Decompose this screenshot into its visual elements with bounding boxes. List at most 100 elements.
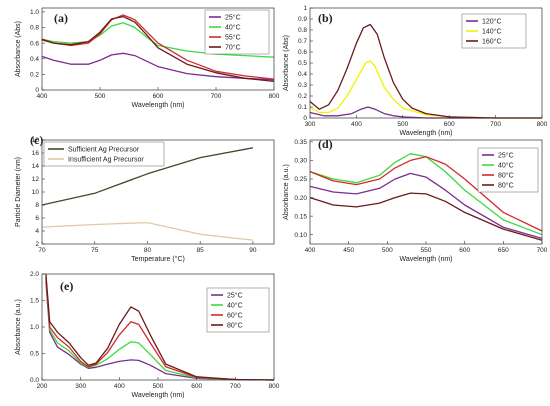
- x-tick-label: 400: [305, 247, 316, 254]
- y-tick-label: 18: [32, 137, 40, 144]
- y-tick-label: 0.6: [30, 40, 39, 47]
- y-tick-label: 0.20: [294, 195, 307, 202]
- y-axis-label: Absorbance (Abs): [15, 21, 22, 77]
- y-tick-label: 0.6: [298, 49, 307, 56]
- series-line-3: [45, 276, 275, 381]
- y-tick-label: 16: [32, 150, 40, 157]
- y-tick-label: 0.8: [30, 25, 39, 32]
- y-tick-label: 0.8: [298, 27, 307, 34]
- x-tick-label: 600: [191, 383, 202, 390]
- legend-label: 160°C: [482, 37, 502, 45]
- y-tick-label: 0.1: [298, 104, 307, 111]
- series-line-2: [309, 153, 543, 236]
- series-line-1: [41, 147, 254, 206]
- y-axis-label: Absorbance (Abs): [283, 35, 290, 91]
- x-tick-label: 80: [144, 247, 152, 254]
- legend: Sufficient Ag Precursor Insufficient Ag P…: [43, 141, 165, 167]
- x-tick-label: 600: [459, 247, 470, 254]
- y-tick-label: 4: [35, 228, 39, 235]
- panel-label: (c): [30, 133, 43, 147]
- legend-label: 120°C: [482, 17, 502, 25]
- legend-label: 55°C: [225, 33, 241, 41]
- y-tick-label: 0.2: [298, 93, 307, 100]
- legend-label: 80°C: [498, 171, 514, 179]
- legend-label: 140°C: [482, 27, 502, 35]
- series-line-4: [45, 273, 275, 381]
- x-tick-label: 700: [490, 121, 501, 128]
- y-tick-label: 0: [35, 87, 39, 94]
- x-tick-label: 70: [38, 247, 46, 254]
- x-tick-label: 800: [537, 121, 548, 128]
- x-tick-label: 500: [382, 247, 393, 254]
- x-tick-label: 700: [537, 247, 548, 254]
- x-tick-label: 400: [37, 93, 48, 100]
- series-line-4: [309, 192, 543, 241]
- x-tick-label: 500: [153, 383, 164, 390]
- series-line-1: [309, 106, 542, 119]
- series-line-1: [309, 172, 543, 240]
- series-line-2: [41, 221, 253, 241]
- y-tick-label: 0.5: [30, 351, 39, 358]
- y-tick-label: 6: [35, 215, 39, 222]
- y-tick-label: 8: [35, 202, 39, 209]
- x-tick-label: 300: [75, 383, 86, 390]
- y-tick-label: 0.15: [294, 213, 307, 220]
- panel-label: (b): [318, 11, 333, 25]
- x-tick-label: 500: [397, 121, 408, 128]
- x-tick-label: 90: [249, 247, 257, 254]
- x-tick-label: 75: [91, 247, 99, 254]
- legend-label: 40°C: [227, 301, 243, 309]
- x-tick-label: 650: [498, 247, 509, 254]
- legend-box: [461, 13, 527, 49]
- chart-panel-4: 400 450 500 550 600 650 700 0.10 0.15 0.20 0.25 0.3…: [283, 137, 548, 263]
- chart-panel-5: 200 300 400 500 600 700 800 0.0 0.5 1.0 1.5 2.0 Wave…: [15, 271, 280, 399]
- y-tick-label: 0.5: [298, 60, 307, 67]
- legend-label: 40°C: [225, 23, 241, 31]
- legend-label: 40°C: [498, 161, 514, 169]
- legend: 25°C 40°C 55°C 70°C: [204, 9, 270, 55]
- y-tick-label: 0.7: [298, 38, 307, 45]
- y-tick-label: 0.9: [298, 16, 307, 23]
- panel-label: (a): [54, 11, 68, 25]
- y-tick-label: 1.0: [30, 324, 39, 331]
- legend-box: [43, 141, 165, 167]
- y-tick-label: 0.0: [30, 377, 39, 384]
- x-tick-label: 600: [153, 93, 164, 100]
- series-line-3: [309, 156, 543, 232]
- y-tick-label: 2: [35, 241, 39, 248]
- y-tick-label: 0.30: [294, 158, 307, 165]
- chart-panel-1: 400 500 600 700 800 0 0.2 0.4 0.6 0.8 1.0 Wavelengt…: [15, 7, 280, 109]
- y-tick-label: 0.10: [294, 232, 307, 239]
- x-tick-label: 400: [114, 383, 125, 390]
- legend: 25°C 40°C 80°C 80°C: [477, 147, 539, 193]
- legend-label: Insufficient Ag Precursor: [68, 156, 144, 163]
- legend-label: 80°C: [498, 181, 514, 189]
- chart-panel-3: 70 75 80 85 90 2 4 6 8 10 12 14 16 18 Temperature (°C)…: [15, 133, 275, 263]
- x-axis-label: Wavelength (nm): [131, 102, 184, 109]
- y-tick-label: 0.25: [294, 176, 307, 183]
- y-tick-label: 1.5: [30, 298, 39, 305]
- chart-panel-2: 300 400 500 600 700 800 0 0.1 0.2 0.3 0.4 0.5 0.6 0.7…: [283, 5, 548, 137]
- x-tick-label: 800: [269, 383, 280, 390]
- x-axis-label: Temperature (°C): [131, 255, 185, 263]
- y-tick-label: 12: [32, 176, 40, 183]
- x-tick-label: 85: [197, 247, 205, 254]
- y-axis-label: Absorbance (a.u.): [283, 164, 290, 220]
- x-tick-label: 300: [305, 121, 316, 128]
- y-axis-label: Particle Diameter (nm): [15, 157, 22, 227]
- x-tick-label: 500: [95, 93, 106, 100]
- panel-label: (e): [60, 279, 73, 293]
- panel-label: (d): [318, 137, 333, 151]
- series-line-1: [41, 52, 275, 81]
- series-line-2: [309, 60, 542, 119]
- y-tick-label: 1: [303, 5, 307, 12]
- legend-label: 25°C: [498, 151, 514, 159]
- x-tick-label: 700: [211, 93, 222, 100]
- x-tick-label: 700: [230, 383, 241, 390]
- series-line-3: [309, 23, 542, 119]
- x-tick-label: 600: [444, 121, 455, 128]
- x-tick-label: 550: [421, 247, 432, 254]
- legend-label: 80°C: [227, 321, 243, 329]
- x-axis-label: Wavelength (nm): [399, 130, 452, 137]
- legend: 25°C 40°C 60°C 80°C: [206, 287, 270, 333]
